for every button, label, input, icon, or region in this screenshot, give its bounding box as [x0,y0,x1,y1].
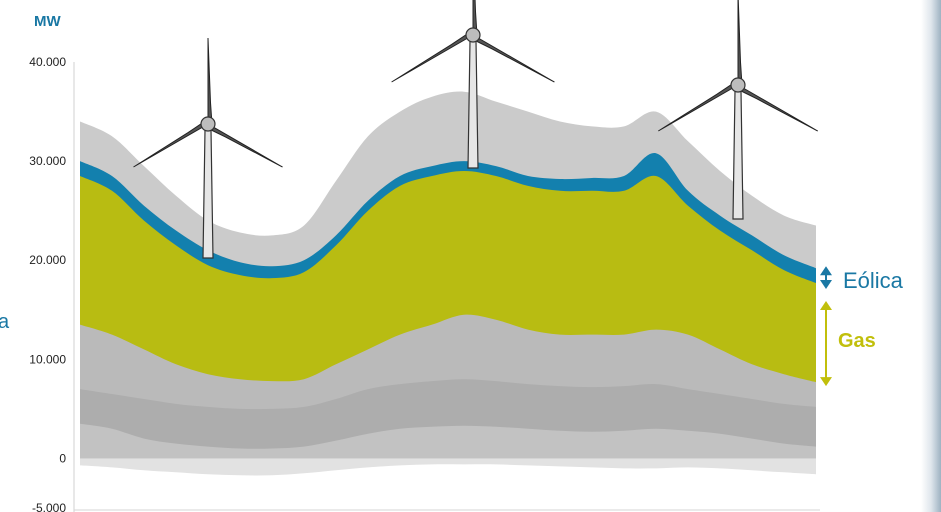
y-tick-label: 40.000 [29,55,66,69]
wind-turbines [133,0,818,259]
wind-turbine-icon [133,37,283,259]
area-negative [80,458,816,476]
cut-off-label: a [0,311,10,333]
y-tick-label: 0 [59,451,66,465]
annotations: Eólica Gas a [0,266,904,387]
y-tick-label: 30.000 [29,154,66,168]
eolica-arrow [820,266,832,289]
y-tick-label: 20.000 [29,253,66,267]
y-tick-label: 10.000 [29,352,66,366]
wind-turbine-icon [658,0,818,220]
y-tick-labels: 40.000 30.000 20.000 10.000 0 -5.000 [29,55,66,512]
right-edge-decoration [921,0,941,512]
y-unit-label: MW [34,13,61,30]
area-series-group [80,91,816,476]
y-tick-label: -5.000 [32,501,66,512]
wind-turbine-icon [391,0,555,169]
gas-arrow [820,301,832,387]
y-axis [73,62,820,512]
eolica-label: Eólica [843,268,904,293]
gas-label: Gas [838,330,876,352]
area-base_low [80,423,816,459]
